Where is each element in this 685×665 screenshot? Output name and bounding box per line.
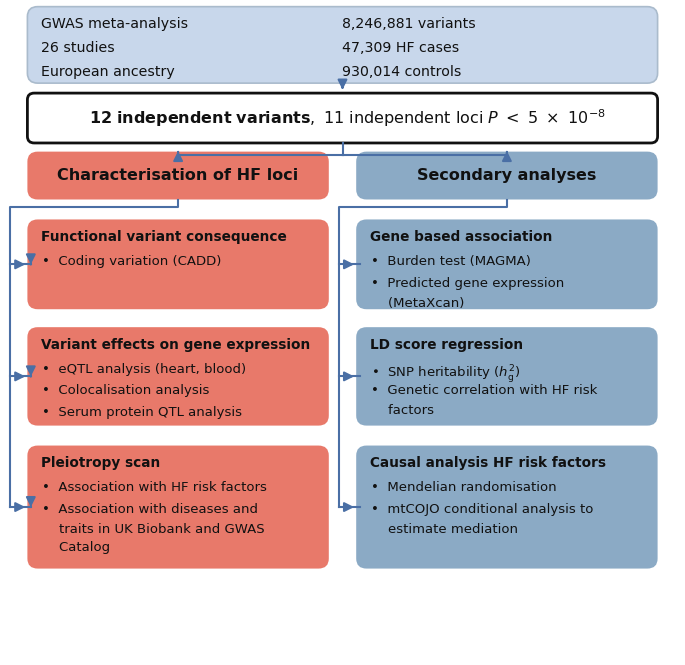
Text: •  SNP heritability ($h^2_{\mathrm{g}}$): • SNP heritability ($h^2_{\mathrm{g}}$) xyxy=(371,363,521,385)
Text: •  Burden test (MAGMA): • Burden test (MAGMA) xyxy=(371,255,531,269)
Text: •  Association with diseases and: • Association with diseases and xyxy=(42,503,258,516)
Text: Catalog: Catalog xyxy=(42,541,110,555)
Text: •  Genetic correlation with HF risk: • Genetic correlation with HF risk xyxy=(371,384,597,398)
Text: 930,014 controls: 930,014 controls xyxy=(342,65,462,79)
FancyBboxPatch shape xyxy=(27,327,329,426)
Text: traits in UK Biobank and GWAS: traits in UK Biobank and GWAS xyxy=(42,523,265,536)
Text: Gene based association: Gene based association xyxy=(370,230,552,244)
FancyBboxPatch shape xyxy=(356,219,658,309)
Text: European ancestry: European ancestry xyxy=(41,65,175,79)
Text: Variant effects on gene expression: Variant effects on gene expression xyxy=(41,338,310,352)
Text: •  mtCOJO conditional analysis to: • mtCOJO conditional analysis to xyxy=(371,503,594,516)
Text: (MetaXcan): (MetaXcan) xyxy=(371,297,464,310)
Text: •  eQTL analysis (heart, blood): • eQTL analysis (heart, blood) xyxy=(42,363,247,376)
Text: LD score regression: LD score regression xyxy=(370,338,523,352)
FancyBboxPatch shape xyxy=(27,446,329,569)
Text: •  Predicted gene expression: • Predicted gene expression xyxy=(371,277,564,290)
FancyBboxPatch shape xyxy=(27,219,329,309)
Text: $\mathbf{12\ independent\ variants}$$\mathrm{,\ 11\ independent\ loci\ }$$\mathi: $\mathbf{12\ independent\ variants}$$\ma… xyxy=(89,107,606,129)
Text: 47,309 HF cases: 47,309 HF cases xyxy=(342,41,460,55)
Text: GWAS meta-analysis: GWAS meta-analysis xyxy=(41,17,188,31)
Text: •  Colocalisation analysis: • Colocalisation analysis xyxy=(42,384,210,398)
Text: •  Serum protein QTL analysis: • Serum protein QTL analysis xyxy=(42,406,242,419)
Text: 8,246,881 variants: 8,246,881 variants xyxy=(342,17,476,31)
Text: Characterisation of HF loci: Characterisation of HF loci xyxy=(58,168,299,183)
Text: estimate mediation: estimate mediation xyxy=(371,523,519,536)
Text: •  Mendelian randomisation: • Mendelian randomisation xyxy=(371,481,557,495)
Text: Functional variant consequence: Functional variant consequence xyxy=(41,230,287,244)
Text: Causal analysis HF risk factors: Causal analysis HF risk factors xyxy=(370,456,606,470)
FancyBboxPatch shape xyxy=(27,152,329,200)
FancyBboxPatch shape xyxy=(27,93,658,143)
Text: •  Association with HF risk factors: • Association with HF risk factors xyxy=(42,481,267,495)
Text: factors: factors xyxy=(371,404,434,418)
FancyBboxPatch shape xyxy=(356,152,658,200)
Text: •  Coding variation (CADD): • Coding variation (CADD) xyxy=(42,255,222,269)
Text: Secondary analyses: Secondary analyses xyxy=(417,168,597,183)
FancyBboxPatch shape xyxy=(356,327,658,426)
Text: 26 studies: 26 studies xyxy=(41,41,115,55)
Text: Pleiotropy scan: Pleiotropy scan xyxy=(41,456,160,470)
FancyBboxPatch shape xyxy=(356,446,658,569)
FancyBboxPatch shape xyxy=(27,7,658,83)
